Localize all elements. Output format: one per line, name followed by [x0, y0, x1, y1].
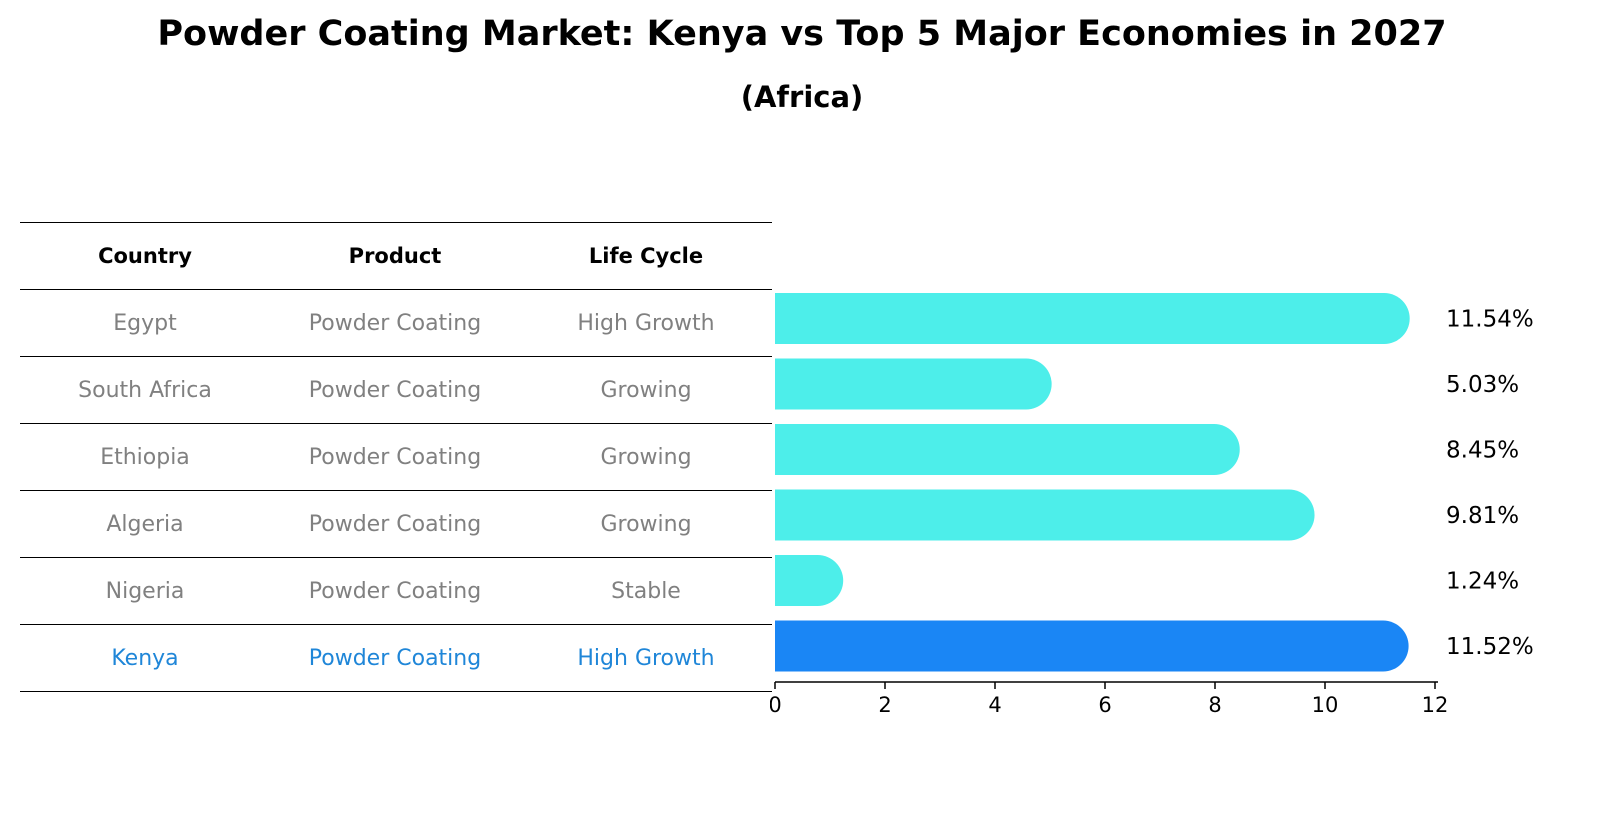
- x-tick-label: 12: [1422, 693, 1449, 717]
- table-header-row: Country Product Life Cycle: [20, 222, 772, 289]
- cell-product: Powder Coating: [308, 645, 482, 671]
- value-label: 9.81%: [1446, 503, 1519, 529]
- cell-country: Kenya: [111, 645, 179, 671]
- cell-life-cycle: Growing: [600, 377, 692, 403]
- value-label: 11.52%: [1446, 634, 1534, 660]
- cell-life-cycle: High Growth: [577, 310, 715, 336]
- cell-country: Ethiopia: [100, 444, 190, 470]
- cell-country: Nigeria: [105, 578, 185, 604]
- header-country: Country: [98, 244, 192, 268]
- bar-ethiopia: [775, 424, 1240, 475]
- bar-algeria: [775, 489, 1315, 541]
- value-label: 1.24%: [1446, 569, 1519, 595]
- x-tick-label: 4: [988, 693, 1001, 717]
- bar-nigeria: [775, 555, 844, 606]
- x-tick-label: 6: [1098, 693, 1111, 717]
- cell-life-cycle: Stable: [611, 578, 681, 604]
- cell-country: Algeria: [106, 511, 184, 537]
- value-label: 5.03%: [1446, 372, 1519, 398]
- x-tick-label: 0: [770, 693, 782, 717]
- cell-product: Powder Coating: [308, 511, 482, 537]
- cell-country: Egypt: [113, 310, 177, 336]
- chart-title: Powder Coating Market: Kenya vs Top 5 Ma…: [157, 14, 1447, 54]
- x-tick-label: 10: [1312, 693, 1339, 717]
- cell-product: Powder Coating: [308, 310, 482, 336]
- table-row: Egypt Powder Coating High Growth: [20, 289, 772, 356]
- x-tick-label: 8: [1208, 693, 1221, 717]
- cell-life-cycle: Growing: [600, 444, 692, 470]
- value-label: 8.45%: [1446, 438, 1519, 464]
- table-row: South Africa Powder Coating Growing: [20, 356, 772, 423]
- bar-egypt: [775, 293, 1410, 344]
- cell-country: South Africa: [78, 377, 212, 403]
- table-row-highlighted: Kenya Powder Coating High Growth: [20, 624, 772, 692]
- table-row: Nigeria Powder Coating Stable: [20, 557, 772, 624]
- value-label: 11.54%: [1446, 307, 1534, 333]
- bar-south-africa: [775, 358, 1052, 410]
- table-row: Ethiopia Powder Coating Growing: [20, 423, 772, 490]
- cell-product: Powder Coating: [308, 578, 482, 604]
- cell-life-cycle: Growing: [600, 511, 692, 537]
- data-table: Country Product Life Cycle Egypt Powder …: [20, 222, 772, 692]
- chart-subtitle: (Africa): [740, 80, 864, 114]
- table-row: Algeria Powder Coating Growing: [20, 490, 772, 557]
- header-product: Product: [348, 244, 442, 268]
- bar-kenya: [775, 620, 1409, 672]
- cell-life-cycle: High Growth: [577, 645, 715, 671]
- header-life-cycle: Life Cycle: [588, 244, 704, 268]
- bar-chart: 11.54% 5.03% 8.45% 9.81% 1.24% 11.52% 0 2 4 6 8 10 1…: [770, 293, 1534, 717]
- x-tick-label: 2: [878, 693, 891, 717]
- cell-product: Powder Coating: [308, 377, 482, 403]
- cell-product: Powder Coating: [308, 444, 482, 470]
